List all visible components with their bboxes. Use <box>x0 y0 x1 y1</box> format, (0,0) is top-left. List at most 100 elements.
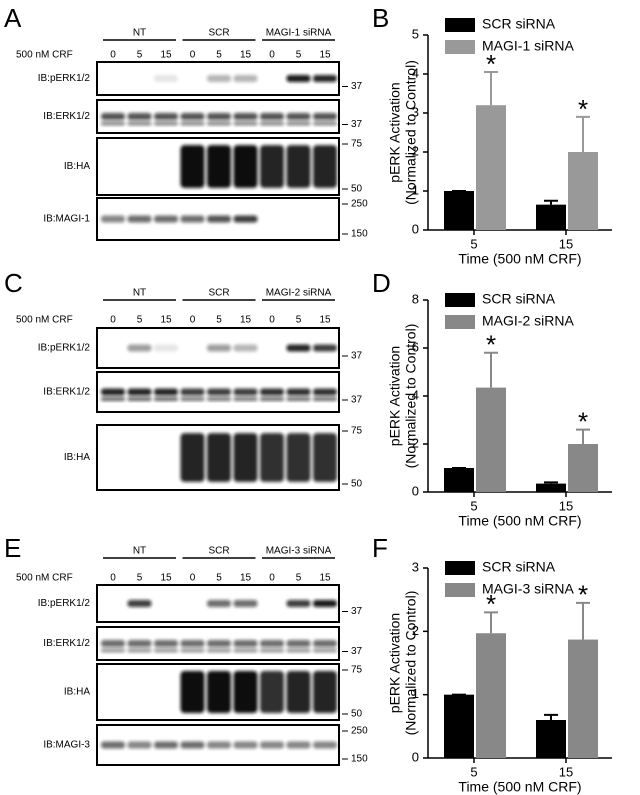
marker-label: 75 <box>351 139 363 150</box>
error-bar <box>576 115 590 152</box>
band <box>207 648 231 653</box>
time-label: 15 <box>160 315 172 326</box>
time-label: 5 <box>137 50 143 61</box>
band <box>313 671 337 713</box>
time-label: 15 <box>319 315 331 326</box>
time-label: 15 <box>319 50 331 61</box>
time-label: 5 <box>216 315 222 326</box>
band <box>154 113 178 120</box>
x-tick-label: 5 <box>470 498 477 513</box>
band <box>313 388 337 396</box>
band <box>101 640 125 647</box>
y-axis-label: (Normalized to Control) <box>403 324 419 469</box>
band <box>180 215 205 223</box>
time-label: 5 <box>216 50 222 61</box>
band <box>233 397 258 401</box>
time-label: 5 <box>137 573 143 584</box>
time-label: 5 <box>216 573 222 584</box>
y-tick-label: 2 <box>412 435 419 450</box>
panel-letter: D <box>372 268 391 298</box>
time-label: 5 <box>296 50 302 61</box>
time-label: 5 <box>296 315 302 326</box>
row-label: IB:ERK1/2 <box>43 387 90 398</box>
y-tick-label: 8 <box>412 291 419 306</box>
bar <box>568 444 598 492</box>
y-tick-label: 1 <box>412 182 419 197</box>
band <box>207 640 231 647</box>
significance: * <box>486 330 496 360</box>
band <box>154 75 178 82</box>
marker-label: 37 <box>351 81 363 92</box>
y-tick-label: 4 <box>412 65 419 80</box>
legend-label: MAGI-1 siRNA <box>482 38 574 54</box>
band <box>313 113 337 120</box>
bar <box>444 694 474 758</box>
band <box>313 344 337 352</box>
marker-label: 150 <box>351 754 368 765</box>
group-label: SCR <box>208 28 229 39</box>
marker-label: 37 <box>351 351 363 362</box>
legend-swatch <box>445 583 475 597</box>
y-tick-label: 2 <box>412 623 419 638</box>
band <box>233 145 258 188</box>
x-tick-label: 15 <box>559 236 573 251</box>
panel-letter: F <box>372 533 388 563</box>
bar <box>568 152 598 230</box>
legend-swatch <box>445 315 475 329</box>
marker-label: 250 <box>351 199 368 210</box>
error-bar <box>484 351 498 388</box>
band <box>180 648 205 653</box>
marker-label: 37 <box>351 395 363 406</box>
panel-letter: B <box>372 3 389 33</box>
error-bar <box>484 611 498 634</box>
marker-label: 50 <box>351 184 363 195</box>
band <box>286 671 311 713</box>
band <box>260 121 284 126</box>
band <box>260 433 284 482</box>
band <box>154 344 178 352</box>
y-tick-label: 3 <box>412 559 419 574</box>
error-bar <box>544 199 558 205</box>
x-axis-label: Time (500 nM CRF) <box>458 513 581 529</box>
y-tick-label: 0 <box>412 749 419 764</box>
group-label: MAGI-2 siRNA <box>266 288 332 299</box>
legend-label: MAGI-3 siRNA <box>482 581 574 597</box>
band <box>101 121 125 126</box>
band <box>127 600 152 607</box>
row-label: IB:pERK1/2 <box>38 73 91 84</box>
row-label: IB:HA <box>64 687 90 698</box>
legend-swatch <box>445 40 475 54</box>
band <box>286 145 311 188</box>
marker-label: 50 <box>351 479 363 490</box>
band <box>286 433 311 482</box>
row-label: IB:HA <box>64 161 90 172</box>
band <box>260 113 284 120</box>
band <box>127 397 152 401</box>
x-tick-label: 5 <box>470 764 477 779</box>
band <box>127 121 152 126</box>
band <box>207 397 231 401</box>
band <box>101 215 125 223</box>
group-label: NT <box>133 288 146 299</box>
significance: * <box>578 406 588 436</box>
group-label: NT <box>133 546 146 557</box>
band <box>207 113 231 120</box>
legend-label: SCR siRNA <box>482 291 556 307</box>
error-bar <box>484 71 498 106</box>
band <box>180 121 205 126</box>
bar <box>536 483 566 492</box>
y-axis-label: pERK Activation <box>387 82 403 182</box>
group-label: MAGI-3 siRNA <box>266 546 332 557</box>
time-label: 0 <box>190 315 196 326</box>
time-label: 0 <box>190 573 196 584</box>
y-tick-label: 1 <box>412 686 419 701</box>
band <box>286 640 311 647</box>
y-axis-label: pERK Activation <box>387 346 403 446</box>
panel-letter: A <box>4 3 22 33</box>
row-label: IB:ERK1/2 <box>43 111 90 122</box>
x-tick-label: 15 <box>559 764 573 779</box>
marker-label: 37 <box>351 646 363 657</box>
band <box>127 388 152 396</box>
x-tick-label: 5 <box>470 236 477 251</box>
time-label: 15 <box>319 573 331 584</box>
